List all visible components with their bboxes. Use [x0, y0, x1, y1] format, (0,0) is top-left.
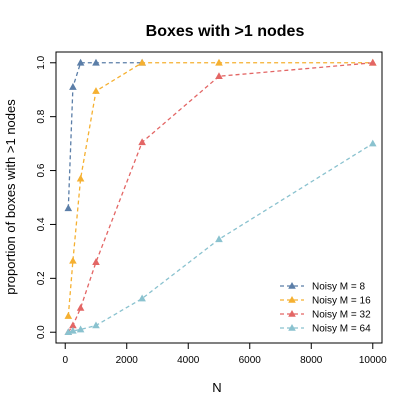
- legend: Noisy M = 8 Noisy M = 16 Noisy M = 32 Noisy…: [280, 282, 371, 335]
- data-point: [76, 303, 85, 311]
- data-point: [64, 204, 73, 212]
- x-tick-label: 4000: [177, 355, 200, 366]
- data-point: [76, 325, 85, 333]
- y-tick-label: 0.2: [36, 271, 47, 285]
- data-point: [69, 83, 77, 90]
- data-point: [92, 321, 100, 329]
- data-point: [368, 139, 377, 147]
- legend-marker: [288, 310, 296, 317]
- x-tick-label: 2000: [116, 355, 139, 366]
- y-tick-label: 1.0: [36, 55, 47, 69]
- series-3: [64, 58, 377, 336]
- data-point: [138, 294, 146, 302]
- data-point: [92, 87, 100, 94]
- data-point: [69, 321, 77, 329]
- data-point: [69, 256, 77, 264]
- axes: 0 2000 4000 6000 8000 10000 0.0 0.2 0.4 0.6 0.8 1.0: [36, 55, 387, 366]
- data-point: [76, 58, 85, 66]
- data-point: [215, 72, 223, 80]
- x-axis-label: N: [212, 380, 221, 395]
- data-point: [138, 58, 146, 66]
- legend-label: Noisy M = 16: [312, 296, 371, 307]
- data-point: [215, 58, 223, 66]
- series-4: [64, 139, 377, 336]
- legend-marker: [288, 324, 296, 331]
- y-tick-label: 0.6: [36, 163, 47, 177]
- series-line: [67, 62, 143, 209]
- data-point: [92, 258, 100, 265]
- legend-marker: [288, 282, 296, 289]
- y-tick-label: 0.8: [36, 109, 47, 123]
- legend-item: Noisy M = 16: [280, 296, 371, 307]
- data-point: [138, 138, 146, 146]
- legend-label: Noisy M = 64: [312, 324, 371, 335]
- x-tick-label: 8000: [300, 355, 323, 366]
- legend-marker: [288, 296, 296, 303]
- data-point: [92, 58, 100, 66]
- series-layer: [64, 58, 377, 336]
- legend-item: Noisy M = 32: [280, 310, 371, 321]
- y-axis-label: proportion of boxes with >1 nodes: [3, 99, 18, 295]
- data-point: [215, 235, 223, 243]
- legend-item: Noisy M = 64: [280, 324, 371, 335]
- data-point: [368, 58, 377, 66]
- data-point: [64, 312, 73, 319]
- y-tick-label: 0.0: [36, 325, 47, 339]
- legend-label: Noisy M = 8: [312, 282, 366, 293]
- chart-title: Boxes with >1 nodes: [146, 23, 305, 40]
- plot-frame: [55, 51, 383, 344]
- x-tick-label: 10000: [359, 355, 387, 366]
- series-line: [67, 62, 373, 317]
- legend-label: Noisy M = 32: [312, 310, 371, 321]
- series-2: [64, 58, 377, 319]
- y-tick-label: 0.4: [36, 217, 47, 231]
- legend-item: Noisy M = 8: [280, 282, 366, 293]
- series-1: [64, 58, 146, 212]
- data-point: [76, 174, 85, 182]
- x-tick-label: 6000: [239, 355, 262, 366]
- x-tick-label: 0: [62, 355, 68, 366]
- data-point: [69, 326, 77, 334]
